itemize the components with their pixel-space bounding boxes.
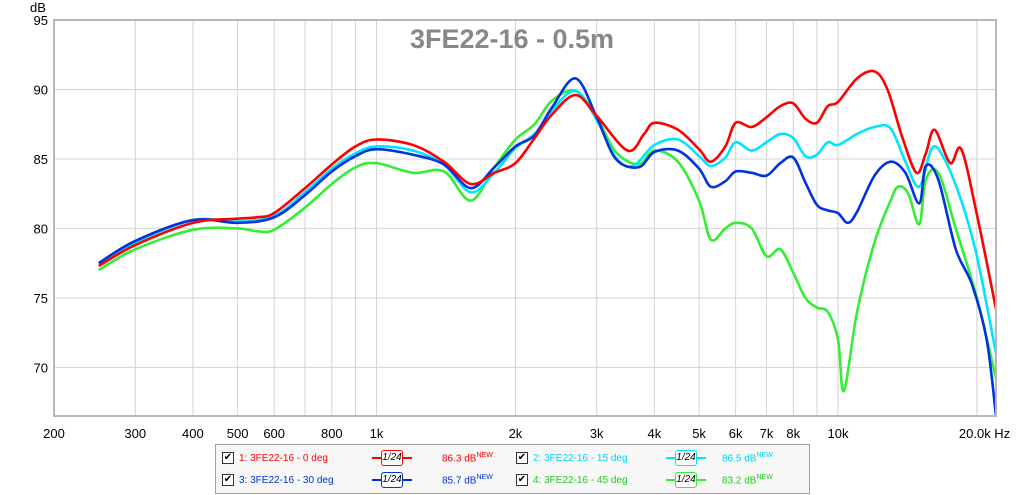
x-tick-label: 5k <box>692 426 706 441</box>
x-tick-label: 600 <box>263 426 285 441</box>
legend-entry-4[interactable]: ✔ 4: 3FE22-16 - 45 deg <box>516 471 628 489</box>
series-line-3 <box>98 77 996 416</box>
plot-frame <box>53 19 997 417</box>
legend-entry-3[interactable]: ✔ 3: 3FE22-16 - 30 deg <box>222 471 334 489</box>
x-tick-label: 200 <box>43 426 65 441</box>
x-axis-ticks: 200 300 400 500 600 800 1k 2k 3k 4k 5k 6k 7k 8k 10k 20.… <box>43 426 1010 441</box>
legend-series-name: 1: 3FE22-16 - 0 deg <box>239 452 328 464</box>
data-curves <box>98 69 996 416</box>
legend-smoothing-label: 1/24 <box>675 472 697 488</box>
legend: ✔ 1: 3FE22-16 - 0 deg 1/24 86.3 dBNEW ✔ 2: 3F… <box>215 444 810 494</box>
y-tick-label: 90 <box>34 82 48 97</box>
legend-series-name: 3: 3FE22-16 - 30 deg <box>239 474 334 486</box>
y-axis-ticks: 95 90 85 80 75 70 <box>34 13 48 375</box>
legend-series-name: 2: 3FE22-16 - 15 deg <box>533 452 628 464</box>
legend-smoothing-label: 1/24 <box>381 472 403 488</box>
series-line-2 <box>98 89 996 354</box>
legend-level-value: 83.2 dB <box>722 475 757 487</box>
legend-smoothing-label: 1/24 <box>675 450 697 466</box>
x-tick-label: 300 <box>124 426 146 441</box>
x-tick-label: 500 <box>227 426 249 441</box>
y-tick-label: 80 <box>34 221 48 236</box>
legend-level-value: 85.7 dB <box>442 475 477 487</box>
legend-entry-2[interactable]: ✔ 2: 3FE22-16 - 15 deg <box>516 449 628 467</box>
legend-checkbox[interactable]: ✔ <box>516 452 528 464</box>
y-tick-label: 75 <box>34 291 48 306</box>
x-tick-label: 1k <box>370 426 384 441</box>
legend-new-badge: NEW <box>476 474 493 481</box>
legend-level: 83.2 dBNEW <box>722 474 773 486</box>
y-tick-label: 70 <box>34 360 48 375</box>
legend-new-badge: NEW <box>476 452 493 459</box>
legend-smoothing-swatch[interactable]: 1/24 <box>666 449 706 467</box>
legend-smoothing-swatch[interactable]: 1/24 <box>666 471 706 489</box>
x-tick-label: 7k <box>760 426 774 441</box>
x-tick-label: 20.0k Hz <box>959 426 1010 441</box>
legend-series-name: 4: 3FE22-16 - 45 deg <box>533 474 628 486</box>
legend-new-badge: NEW <box>756 452 773 459</box>
legend-smoothing-label: 1/24 <box>381 450 403 466</box>
legend-checkbox[interactable]: ✔ <box>222 452 234 464</box>
x-tick-label: 400 <box>182 426 204 441</box>
x-tick-label: 2k <box>509 426 523 441</box>
y-axis-label: dB <box>30 0 46 15</box>
legend-checkbox[interactable]: ✔ <box>516 474 528 486</box>
legend-level-value: 86.3 dB <box>442 453 477 465</box>
series-line-1 <box>98 69 996 310</box>
x-tick-label: 3k <box>590 426 604 441</box>
legend-smoothing-swatch[interactable]: 1/24 <box>372 471 412 489</box>
x-tick-label: 10k <box>828 426 849 441</box>
x-tick-label: 8k <box>786 426 800 441</box>
legend-smoothing-swatch[interactable]: 1/24 <box>372 449 412 467</box>
legend-new-badge: NEW <box>756 474 773 481</box>
legend-entry-1[interactable]: ✔ 1: 3FE22-16 - 0 deg <box>222 449 328 467</box>
series-line-4 <box>98 88 996 393</box>
y-tick-label: 85 <box>34 152 48 167</box>
legend-checkbox[interactable]: ✔ <box>222 474 234 486</box>
x-tick-label: 4k <box>647 426 661 441</box>
x-tick-label: 6k <box>729 426 743 441</box>
legend-level-value: 86.5 dB <box>722 453 757 465</box>
legend-level: 86.5 dBNEW <box>722 452 773 464</box>
chart-title: 3FE22-16 - 0.5m <box>410 24 614 54</box>
y-tick-label: 95 <box>34 13 48 28</box>
legend-level: 85.7 dBNEW <box>442 474 493 486</box>
legend-level: 86.3 dBNEW <box>442 452 493 464</box>
x-tick-label: 800 <box>321 426 343 441</box>
